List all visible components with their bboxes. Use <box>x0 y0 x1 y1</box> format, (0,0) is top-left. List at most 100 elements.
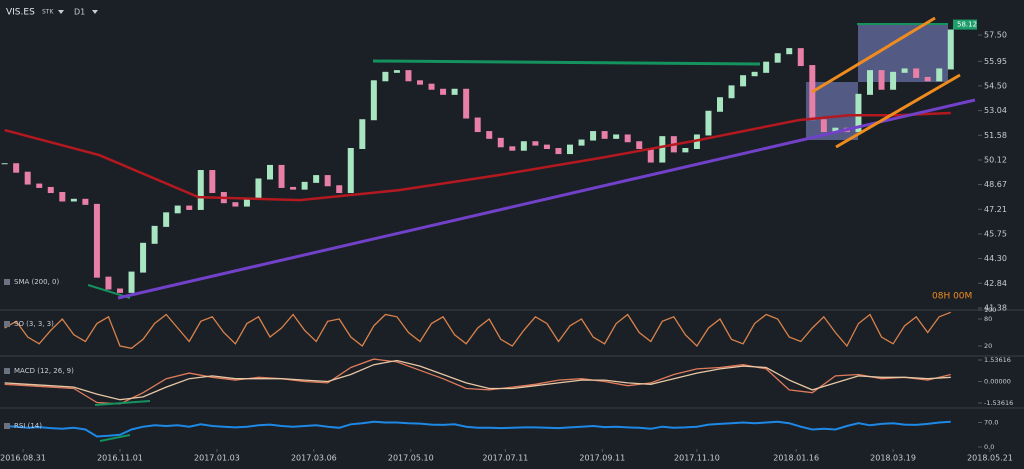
candle <box>486 131 493 139</box>
candle <box>901 68 908 73</box>
candle <box>705 110 712 136</box>
y-tick-label: 0.00000 <box>984 378 1011 386</box>
candle <box>924 76 931 82</box>
last-price-label: 58.12 <box>957 21 977 29</box>
candle <box>763 61 770 73</box>
candle <box>740 75 747 87</box>
y-tick-label: 70.0 <box>984 419 998 427</box>
channel-line[interactable] <box>811 16 936 94</box>
bar-countdown: 08H 00M <box>932 292 972 302</box>
y-tick-label: 50.12 <box>984 156 1007 165</box>
y-tick-label: 100 <box>984 306 996 314</box>
candle <box>520 141 527 151</box>
candle <box>382 71 389 82</box>
candle <box>463 88 470 119</box>
indicator-line <box>4 359 951 401</box>
candle <box>313 175 320 183</box>
candle <box>24 171 31 185</box>
candle <box>636 141 643 150</box>
trendline[interactable] <box>117 98 976 300</box>
timeframe[interactable]: D1 <box>74 8 85 17</box>
plot-area <box>1 29 954 438</box>
symbol[interactable]: VIS.ES <box>6 8 35 18</box>
candle <box>555 148 562 155</box>
y-tick-label: 80 <box>984 315 992 323</box>
x-tick-label: 2018.01.16 <box>773 454 819 463</box>
x-tick-label: 2018.05.21 <box>967 454 1013 463</box>
candle <box>105 276 112 290</box>
candle <box>359 119 366 150</box>
x-tick-label: 2017.01.03 <box>194 454 240 463</box>
trendline[interactable] <box>94 400 151 406</box>
candle <box>820 119 827 133</box>
y-tick-label: 51.58 <box>984 131 1007 140</box>
candle <box>890 71 897 90</box>
y-tick-label: 42.84 <box>984 279 1007 288</box>
trendline[interactable] <box>99 434 131 442</box>
indicator-icon <box>4 321 10 327</box>
candle <box>209 170 216 194</box>
indicator-title: RSI (14) <box>14 422 42 430</box>
x-tick-label: 2017.07.11 <box>482 454 528 463</box>
dropdown-caret[interactable] <box>92 10 98 14</box>
x-tick-label: 2017.03.06 <box>291 454 337 463</box>
y-tick-label: 57.50 <box>984 31 1007 40</box>
candle <box>336 185 343 194</box>
candle <box>36 183 43 188</box>
trendlines <box>87 16 976 442</box>
y-tick-label: 54.50 <box>984 81 1007 90</box>
y-tick-label: 55.95 <box>984 57 1007 66</box>
y-tick-label: 41.38 <box>984 303 1007 312</box>
candle <box>717 97 723 112</box>
candle <box>728 85 735 99</box>
candle <box>82 198 89 205</box>
candle <box>128 271 135 293</box>
candle <box>809 65 816 121</box>
candle <box>428 83 435 90</box>
candle <box>347 148 354 194</box>
candle <box>947 29 954 70</box>
x-tick-label: 2016.08.31 <box>0 454 46 463</box>
y-tick-label: 20 <box>984 342 992 350</box>
candle <box>393 70 400 73</box>
candle <box>70 198 77 202</box>
y-tick-label: -1.53616 <box>984 399 1013 407</box>
candle <box>867 70 873 95</box>
x-tick-label: 2016.11.01 <box>97 454 143 463</box>
x-tick-label: 2017.09.11 <box>579 454 625 463</box>
channel-line[interactable] <box>835 73 961 149</box>
candle <box>693 134 700 150</box>
candle <box>878 70 885 90</box>
candle <box>936 68 943 82</box>
trendline[interactable] <box>372 59 761 66</box>
candle <box>163 212 170 227</box>
candle <box>370 80 377 121</box>
candle <box>774 53 781 63</box>
indicator-line <box>4 420 951 438</box>
candle <box>497 137 504 148</box>
candle <box>93 203 100 278</box>
candle <box>509 146 516 151</box>
candle <box>578 139 585 146</box>
candle <box>659 136 666 163</box>
candle <box>13 163 20 173</box>
candle <box>47 186 54 194</box>
candle <box>832 127 839 133</box>
candle <box>543 144 550 150</box>
dropdown-caret[interactable] <box>58 10 64 14</box>
candle <box>440 88 447 95</box>
y-tick-label: 53.04 <box>984 106 1007 115</box>
instrument-type: STK <box>42 9 54 16</box>
candle <box>117 288 123 293</box>
candle <box>59 192 66 202</box>
candle <box>174 205 181 214</box>
candle <box>140 242 147 273</box>
candle <box>590 131 597 141</box>
y-tick-label: 0.0 <box>984 443 994 451</box>
candle <box>151 225 158 244</box>
candle <box>232 202 239 207</box>
candle <box>855 93 862 133</box>
y-tick-label: 48.67 <box>984 180 1007 189</box>
